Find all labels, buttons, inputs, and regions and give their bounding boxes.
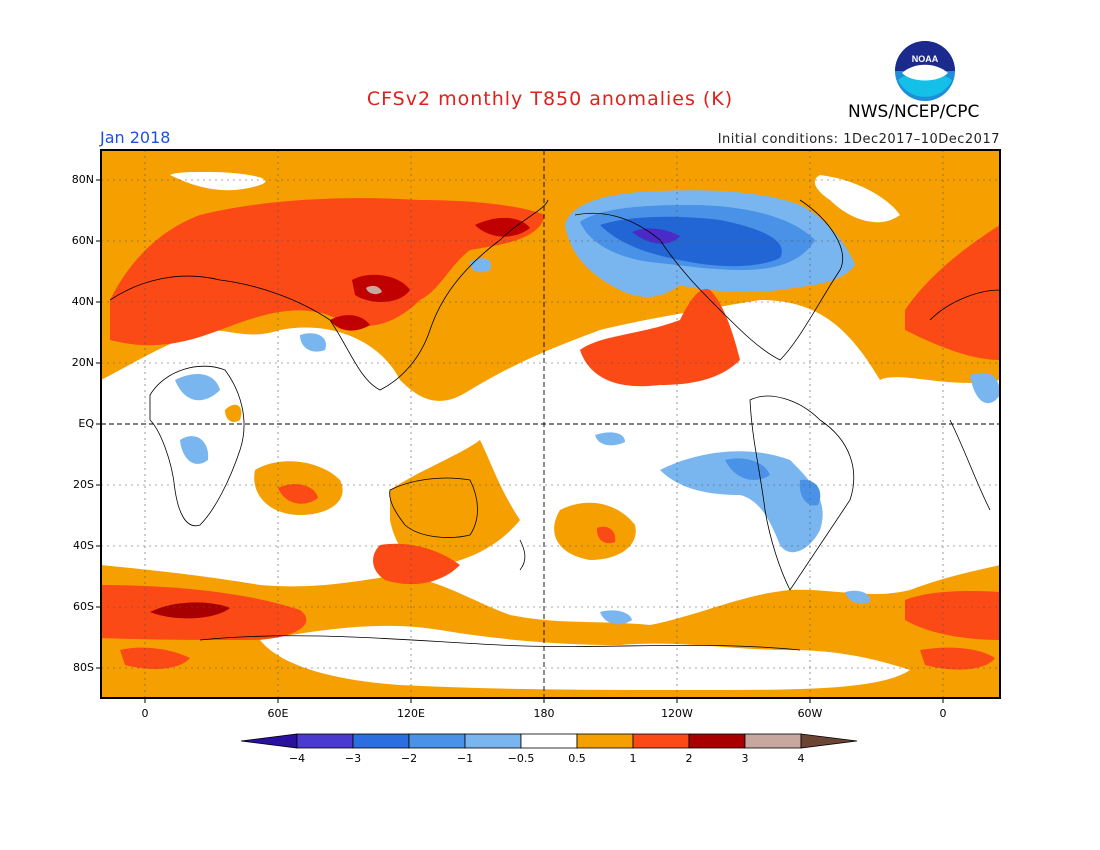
- chart-title: CFSv2 monthly T850 anomalies (K): [366, 88, 734, 110]
- lon-label: 60W: [797, 707, 823, 720]
- logo-text: NOAA: [912, 54, 939, 64]
- anomaly-fields: [101, 150, 1000, 698]
- colorbar-label: −2: [400, 752, 418, 765]
- organization-label: NWS/NCEP/CPC: [848, 102, 980, 122]
- lon-label: 0: [141, 707, 149, 720]
- coastlines: [109, 199, 1000, 651]
- lat-label: 40S: [73, 539, 94, 552]
- colorbar-segment: [800, 733, 858, 749]
- colorbar-segment: [464, 733, 522, 749]
- colorbar-segment: [296, 733, 354, 749]
- colorbar-segment: [632, 733, 690, 749]
- lon-label: 120W: [661, 707, 693, 720]
- colorbar-label: 4: [797, 752, 805, 765]
- colorbar-label: 1: [629, 752, 637, 765]
- colorbar-label: −0.5: [507, 752, 535, 765]
- colorbar-segment: [744, 733, 802, 749]
- noaa-logo: NOAA: [895, 41, 955, 101]
- lat-label: 40N: [71, 295, 94, 308]
- colorbar-segment: [520, 733, 578, 749]
- colorbar-segment: [408, 733, 466, 749]
- colorbar-label: 0.5: [568, 752, 586, 765]
- lat-label: 20S: [73, 478, 94, 491]
- colorbar-label: −3: [344, 752, 362, 765]
- colorbar-segment: [240, 733, 298, 749]
- lat-label: EQ: [78, 417, 94, 430]
- lat-label: 80N: [71, 173, 94, 186]
- colorbar-label: 3: [741, 752, 749, 765]
- colorbar-label: 2: [685, 752, 693, 765]
- period-label: Jan 2018: [100, 128, 171, 147]
- lon-label: 0: [939, 707, 947, 720]
- lon-label: 120E: [397, 707, 425, 720]
- lon-label: 60E: [267, 707, 289, 720]
- lat-label: 60N: [71, 234, 94, 247]
- lat-label: 20N: [71, 356, 94, 369]
- graticule: [101, 150, 1000, 698]
- colorbar-segment: [352, 733, 410, 749]
- colorbar-segment: [576, 733, 634, 749]
- colorbar-segment: [688, 733, 746, 749]
- lon-label: 180: [533, 707, 555, 720]
- eurasia-warm-region: [110, 198, 545, 346]
- lat-label: 80S: [73, 661, 94, 674]
- lat-label: 60S: [73, 600, 94, 613]
- colorbar: [240, 733, 858, 749]
- colorbar-label: −1: [456, 752, 474, 765]
- colorbar-label: −4: [288, 752, 306, 765]
- initial-conditions-label: Initial conditions: 1Dec2017–10Dec2017: [717, 132, 1000, 147]
